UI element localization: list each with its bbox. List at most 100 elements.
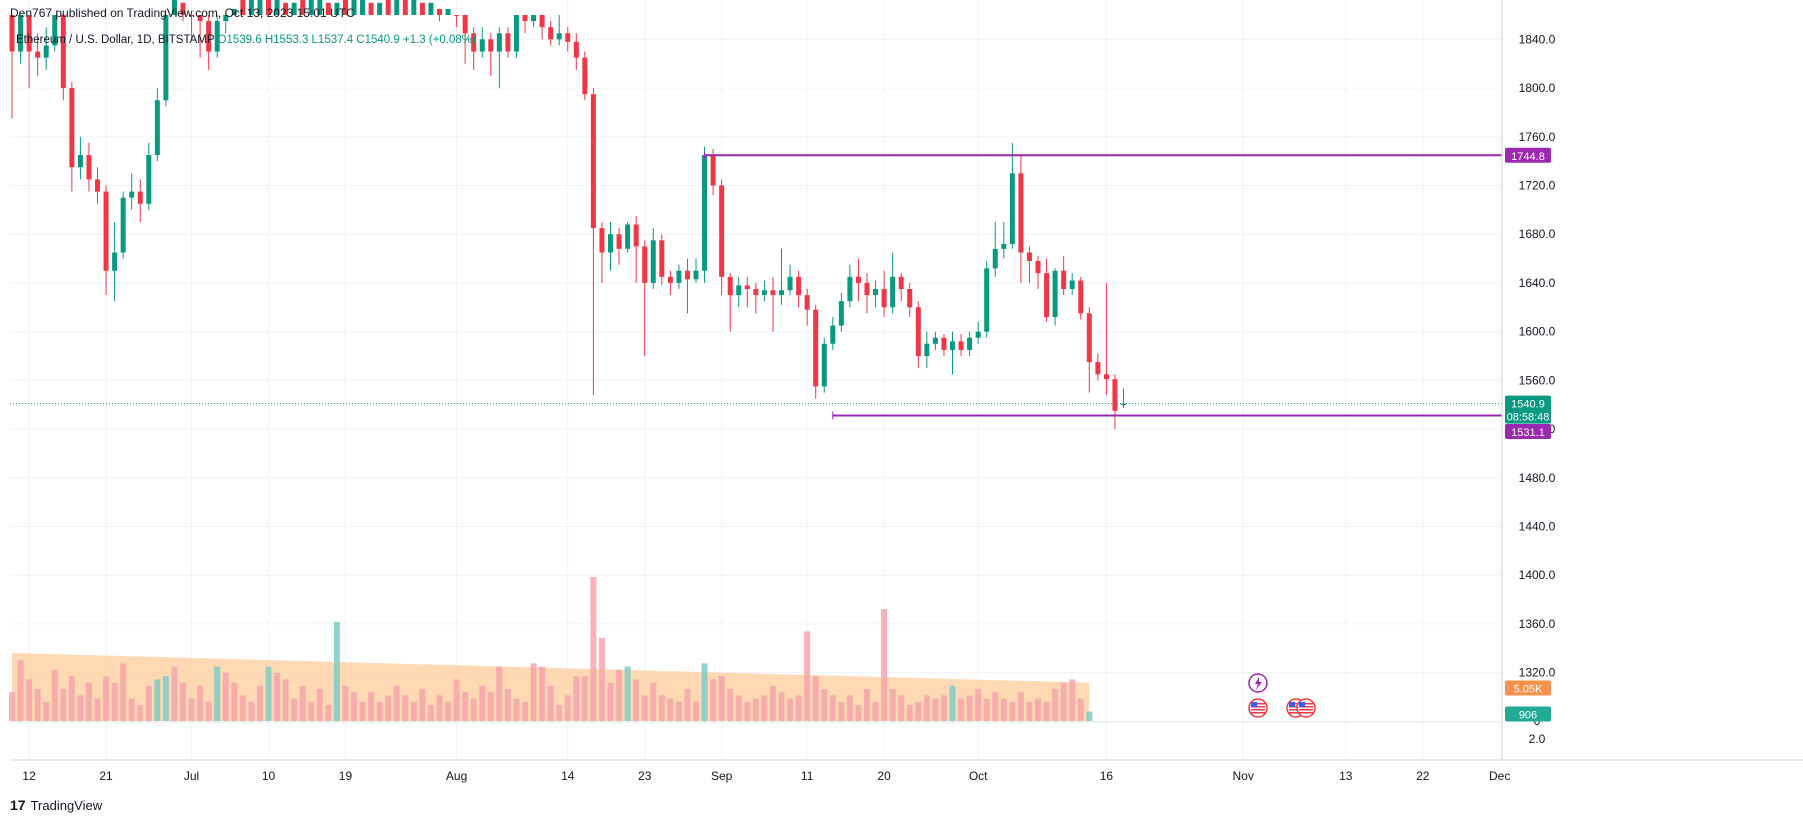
- candle-body: [43, 45, 49, 58]
- candle-body: [26, 15, 32, 52]
- volume-bar: [564, 695, 571, 721]
- candle-body: [582, 57, 588, 95]
- volume-bar: [376, 701, 383, 721]
- flag-canton: [1289, 702, 1295, 707]
- candle-body: [770, 290, 776, 296]
- volume-bar: [778, 692, 785, 721]
- candle-body: [787, 276, 793, 291]
- candle-body: [590, 94, 596, 229]
- volume-bar: [769, 685, 776, 721]
- horizontal-levels: [10, 151, 1502, 420]
- symbol-title: Ethereum / U.S. Dollar, 1D, BITSTAMP: [16, 34, 215, 46]
- volume-bar: [761, 695, 768, 721]
- candle-body: [471, 33, 477, 52]
- y-tick-label: 1760.0: [1519, 130, 1556, 144]
- candle-body: [385, 0, 391, 15]
- symbol-legend: Ethereum / U.S. Dollar, 1D, BITSTAMP O15…: [16, 34, 476, 46]
- flag-stripe: [1299, 712, 1313, 714]
- volume-bar: [265, 666, 272, 721]
- candle-body: [625, 224, 631, 249]
- candle-body: [214, 21, 220, 52]
- candle-body: [317, 0, 323, 16]
- volume-bar: [684, 689, 691, 721]
- volume-bar: [983, 698, 990, 721]
- candle-body: [368, 2, 374, 16]
- volume-bar: [693, 701, 699, 721]
- candle-body: [146, 155, 152, 204]
- y-tick-label: 1440.0: [1519, 520, 1556, 534]
- event-icons: [1248, 673, 1316, 718]
- candle-body: [428, 2, 434, 16]
- x-tick-label: 21: [99, 769, 113, 783]
- candle-body: [1078, 280, 1084, 314]
- volume-bar: [325, 705, 332, 721]
- volume-bar: [427, 705, 434, 721]
- candle-body: [60, 15, 66, 89]
- flag-stripe: [1251, 703, 1265, 705]
- candle-body: [684, 270, 690, 280]
- level-price-tag-box: [1505, 147, 1551, 163]
- volume-bar: [881, 609, 888, 721]
- candle-body: [855, 276, 861, 283]
- volume-last-tag-text: 906: [1519, 710, 1537, 722]
- y-tick-label: 1320.0: [1519, 666, 1556, 680]
- candle-body: [171, 0, 177, 16]
- candle-body: [505, 33, 511, 52]
- volume-bar: [855, 705, 862, 721]
- volume-bar: [975, 689, 982, 721]
- level-price-tag-text: 1744.8: [1511, 151, 1545, 163]
- candle-body: [761, 290, 767, 296]
- candle-body: [342, 0, 348, 15]
- candle-body: [796, 276, 802, 296]
- flag-stripe: [1289, 706, 1303, 708]
- volume-bar: [590, 577, 597, 721]
- x-tick-label: Sep: [711, 769, 733, 783]
- flag-stripe: [1251, 706, 1265, 708]
- y-tick-label: 1800.0: [1519, 81, 1556, 95]
- candle-body: [95, 179, 100, 192]
- candle-body: [890, 276, 896, 308]
- volume-bar: [838, 701, 845, 721]
- candle-body: [779, 290, 784, 296]
- candle-body: [873, 289, 879, 296]
- volume-bar: [419, 689, 426, 721]
- volume-bar: [34, 689, 41, 721]
- volume-bar: [436, 695, 443, 721]
- x-tick-label: Jul: [184, 769, 199, 783]
- volume-bar: [299, 685, 306, 721]
- level-price-tag: 1531.1: [1505, 424, 1551, 440]
- flag-stripe: [1299, 703, 1313, 705]
- volume-bar: [154, 679, 161, 721]
- volume-bar: [949, 685, 956, 721]
- candle-body: [513, 15, 519, 52]
- volume-bar: [1060, 682, 1067, 721]
- tradingview-footer[interactable]: 17 TradingView: [10, 797, 102, 813]
- volume-bar: [316, 689, 323, 721]
- volume-bar: [522, 701, 528, 721]
- volume-bar: [291, 698, 298, 721]
- volume-bar: [872, 701, 879, 721]
- flag-stripe: [1289, 709, 1303, 711]
- volume-bar: [470, 698, 477, 721]
- volume-bar: [598, 637, 605, 721]
- candle-body: [650, 240, 656, 283]
- volume-bar: [530, 663, 537, 721]
- volume-bar: [256, 685, 263, 721]
- candle-body: [308, 0, 314, 15]
- x-tick-label: 20: [877, 769, 891, 783]
- y-tick-label: 1560.0: [1519, 373, 1556, 387]
- candle-body: [1044, 273, 1050, 318]
- flag-stripe: [1251, 709, 1265, 711]
- volume-bar: [9, 692, 15, 721]
- candle-body: [103, 191, 109, 271]
- volume-bar: [1086, 711, 1093, 721]
- candle-body: [573, 41, 579, 58]
- tradingview-logo-icon: 17: [10, 797, 26, 813]
- volume-bar: [248, 701, 255, 721]
- volume-bar: [94, 698, 101, 721]
- candle-body: [35, 51, 41, 58]
- volume-bar: [51, 669, 58, 721]
- y-tick-label: 1360.0: [1519, 617, 1556, 631]
- volume-bar: [539, 666, 546, 721]
